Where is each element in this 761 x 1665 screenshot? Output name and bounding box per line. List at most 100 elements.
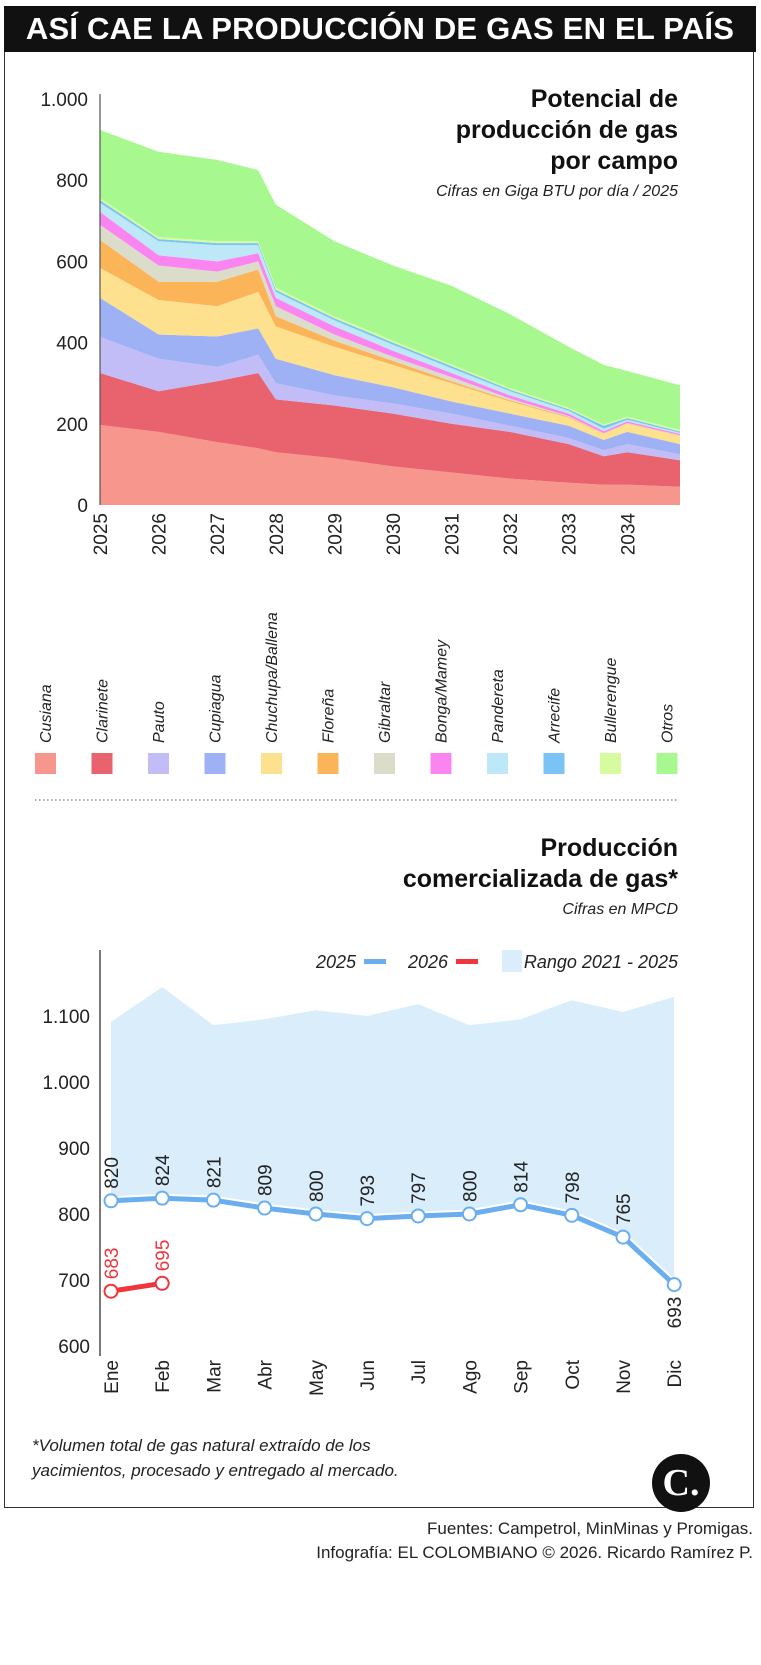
credits-sources: Fuentes: Campetrol, MinMinas y Promigas. [427,1519,753,1538]
data-label-2025: 800 [460,1170,481,1202]
area-chart-legend: Cusiana Clarinete Pauto Cupiagua Chuchupa/Ba… [35,612,678,774]
data-point-2025 [461,1206,477,1222]
x-tick-label: 2031 [443,513,464,555]
y-tick-label: 400 [56,334,88,355]
data-point-2025 [257,1200,273,1216]
legend-swatch-2026 [456,959,478,964]
x-tick-label: 2025 [91,513,112,555]
x-tick-label: May [307,1360,328,1396]
x-tick-label: 2028 [267,513,288,555]
x-tick-label: Abr [256,1359,277,1389]
x-tick-label: 2026 [150,513,171,555]
legend-label-2026: 2026 [407,952,449,972]
y-tick-label: 600 [56,252,88,273]
data-label-2025: 824 [153,1154,174,1186]
legend-label: Chuchupa/Ballena [264,612,281,743]
page-title: ASÍ CAE LA PRODUCCIÓN DE GAS EN EL PAÍS [4,6,756,52]
y-tick-label: 0 [77,496,88,517]
y-tick-label: 1.000 [42,1073,90,1094]
area-chart: 0 200 400 600 800 1.000 2025 2026 2027 2028 2029 20… [40,90,680,555]
area-series-clarinete [100,373,680,487]
y-tick-label: 1.000 [40,90,88,111]
data-point-2025 [410,1208,426,1224]
x-tick-label: 2034 [618,513,639,556]
area-chart-title-line-3: por campo [550,147,678,175]
x-tick-label: Feb [153,1360,174,1393]
x-tick-label: 2029 [325,513,346,555]
data-label-2025: 693 [665,1297,686,1329]
x-tick-label: Dic [665,1360,686,1387]
legend-label: Cupiagua [208,674,225,743]
line-chart-title-line-1: Producción [540,834,678,862]
legend-swatch [204,753,226,774]
data-point-2025 [359,1211,375,1227]
legend-swatch [91,753,113,774]
area-series-cupiagua [100,297,680,455]
legend-swatch [148,753,169,774]
line-chart-title-line-2: comercializada de gas* [403,865,678,893]
legend-swatch [543,753,565,774]
data-label-2025: 809 [256,1164,277,1196]
area-series-cusiana [100,425,680,505]
data-point-2025 [513,1197,529,1213]
data-point-2025 [564,1207,580,1223]
legend-swatch [656,753,678,774]
legend-label: Cusiana [38,684,55,743]
data-label-2025: 821 [204,1156,225,1188]
x-tick-label: Jul [409,1360,430,1384]
footnote-line-1: *Volumen total de gas natural extraído d… [32,1436,371,1455]
range-area [111,987,675,1285]
y-tick-label: 800 [58,1205,90,1226]
legend-swatch [600,753,621,774]
data-point-2025 [103,1193,119,1209]
legend-swatch [430,753,452,774]
legend-label: Pauto [151,701,168,743]
x-tick-label: 2030 [384,513,405,555]
y-tick-label: 900 [58,1139,90,1160]
data-point-2026 [103,1283,119,1299]
x-tick-label: Ago [460,1360,481,1394]
legend-label: Pandereta [490,669,507,743]
data-label-2025: 800 [307,1170,328,1202]
legend-label-range: Rango 2021 - 2025 [524,952,679,972]
area-series-chuchupa-ballena [100,267,680,445]
data-label-2026: 683 [102,1248,123,1280]
data-point-2025 [308,1206,324,1222]
data-point-2025 [615,1229,631,1245]
legend-label-2025: 2025 [315,952,357,972]
data-point-2025 [666,1277,682,1293]
area-series-flore-a [100,239,680,436]
legend-label: Arrecife [547,688,564,744]
data-label-2025: 765 [614,1193,635,1225]
x-tick-label: Ene [102,1360,123,1394]
series-line-2026 [110,1280,163,1294]
data-label-2025: 793 [358,1175,379,1207]
credits-infographic: Infografía: EL COLOMBIANO © 2026. Ricard… [316,1543,753,1562]
x-tick-label: Jun [358,1360,379,1391]
legend-swatch [374,753,395,774]
series-line-2025 [110,1195,676,1287]
el-colombiano-logo: C. [652,1454,710,1512]
data-label-2025: 814 [512,1161,533,1193]
y-tick-label: 800 [56,171,88,192]
legend-swatch [261,753,282,774]
legend-swatch-range [502,950,522,972]
legend-label: Floreña [321,689,338,743]
area-chart-title-line-2: producción de gas [456,116,678,144]
area-series-pauto [100,336,680,461]
legend-swatch [317,753,339,774]
data-point-2025 [205,1192,221,1208]
data-label-2025: 798 [563,1172,584,1204]
line-chart-subtitle: Cifras en MPCD [562,901,678,918]
legend-swatch [487,753,508,774]
area-chart-title-line-1: Potencial de [531,85,678,113]
x-tick-label: 2032 [501,513,522,555]
data-point-2025 [154,1190,170,1206]
y-tick-label: 200 [56,415,88,436]
legend-swatch [35,753,56,774]
area-chart-subtitle: Cifras en Giga BTU por día / 2025 [436,183,678,200]
data-label-2026: 695 [153,1240,174,1272]
x-tick-label: 2033 [560,513,581,555]
x-tick-label: Mar [204,1359,225,1392]
